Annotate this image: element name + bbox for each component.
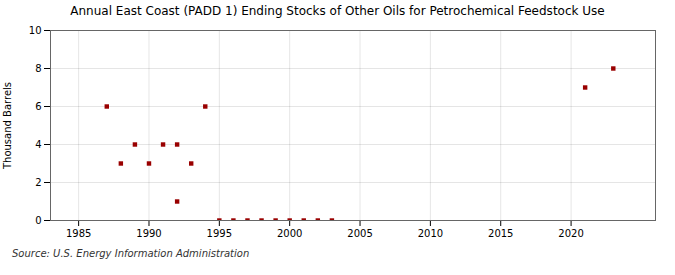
svg-text:1990: 1990: [136, 228, 161, 239]
svg-text:10: 10: [29, 25, 42, 36]
html-text:Source: U.S. Energy Informatio: Source: U.S. Energy Information Administ…: [12, 248, 250, 259]
svg-text:4: 4: [35, 139, 41, 150]
svg-text:8: 8: [35, 63, 41, 74]
svg-text:2: 2: [35, 177, 41, 188]
svg-text:1995: 1995: [207, 228, 232, 239]
svg-text:6: 6: [35, 101, 41, 112]
svg-text:2015: 2015: [488, 228, 513, 239]
svg-text:0: 0: [35, 215, 41, 226]
svg-text:2020: 2020: [558, 228, 583, 239]
svg-text:Thousand Barrels: Thousand Barrels: [2, 82, 13, 170]
svg-text:1985: 1985: [66, 228, 91, 239]
svg-text:2005: 2005: [347, 228, 372, 239]
html-text:Annual East Coast (PADD 1) End: Annual East Coast (PADD 1) Ending Stocks…: [70, 4, 605, 18]
svg-text:2000: 2000: [277, 228, 302, 239]
svg-text:2010: 2010: [418, 228, 443, 239]
